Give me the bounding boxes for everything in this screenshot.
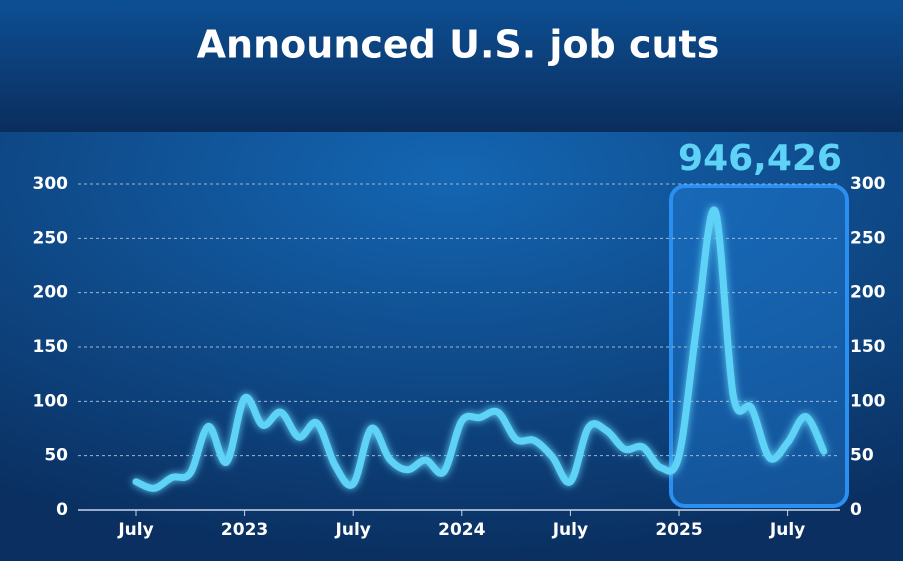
y-tick-label: 200 [33,283,69,303]
y2-tick-label: 250 [850,228,886,248]
x-tick-label: July [552,520,588,540]
x-tick-label: July [769,520,805,540]
y2-tick-label: 50 [850,446,874,466]
y2-tick-label: 100 [850,391,886,411]
y2-tick-label: 150 [850,337,886,357]
y2-tick-label: 300 [850,174,886,194]
y-tick-label: 50 [44,446,68,466]
y-tick-label: 300 [33,174,69,194]
y-tick-label: 100 [33,391,69,411]
x-tick-label: July [335,520,371,540]
highlight-box [669,184,849,508]
data-line [132,206,828,492]
chart-title: Announced U.S. job cuts [197,23,720,67]
x-tick-label: 2024 [438,520,485,540]
x-tick-label: 2025 [655,520,702,540]
y-tick-label: 150 [33,337,69,357]
y2-tick-label: 200 [850,283,886,303]
x-tick-label: 2023 [221,520,268,540]
annotation: 946,426 [678,138,842,179]
y-tick-label: 250 [33,228,69,248]
y-tick-label: 0 [56,500,68,520]
x-tick-label: July [117,520,153,540]
header-band [0,0,903,132]
y2-tick-label: 0 [850,500,862,520]
